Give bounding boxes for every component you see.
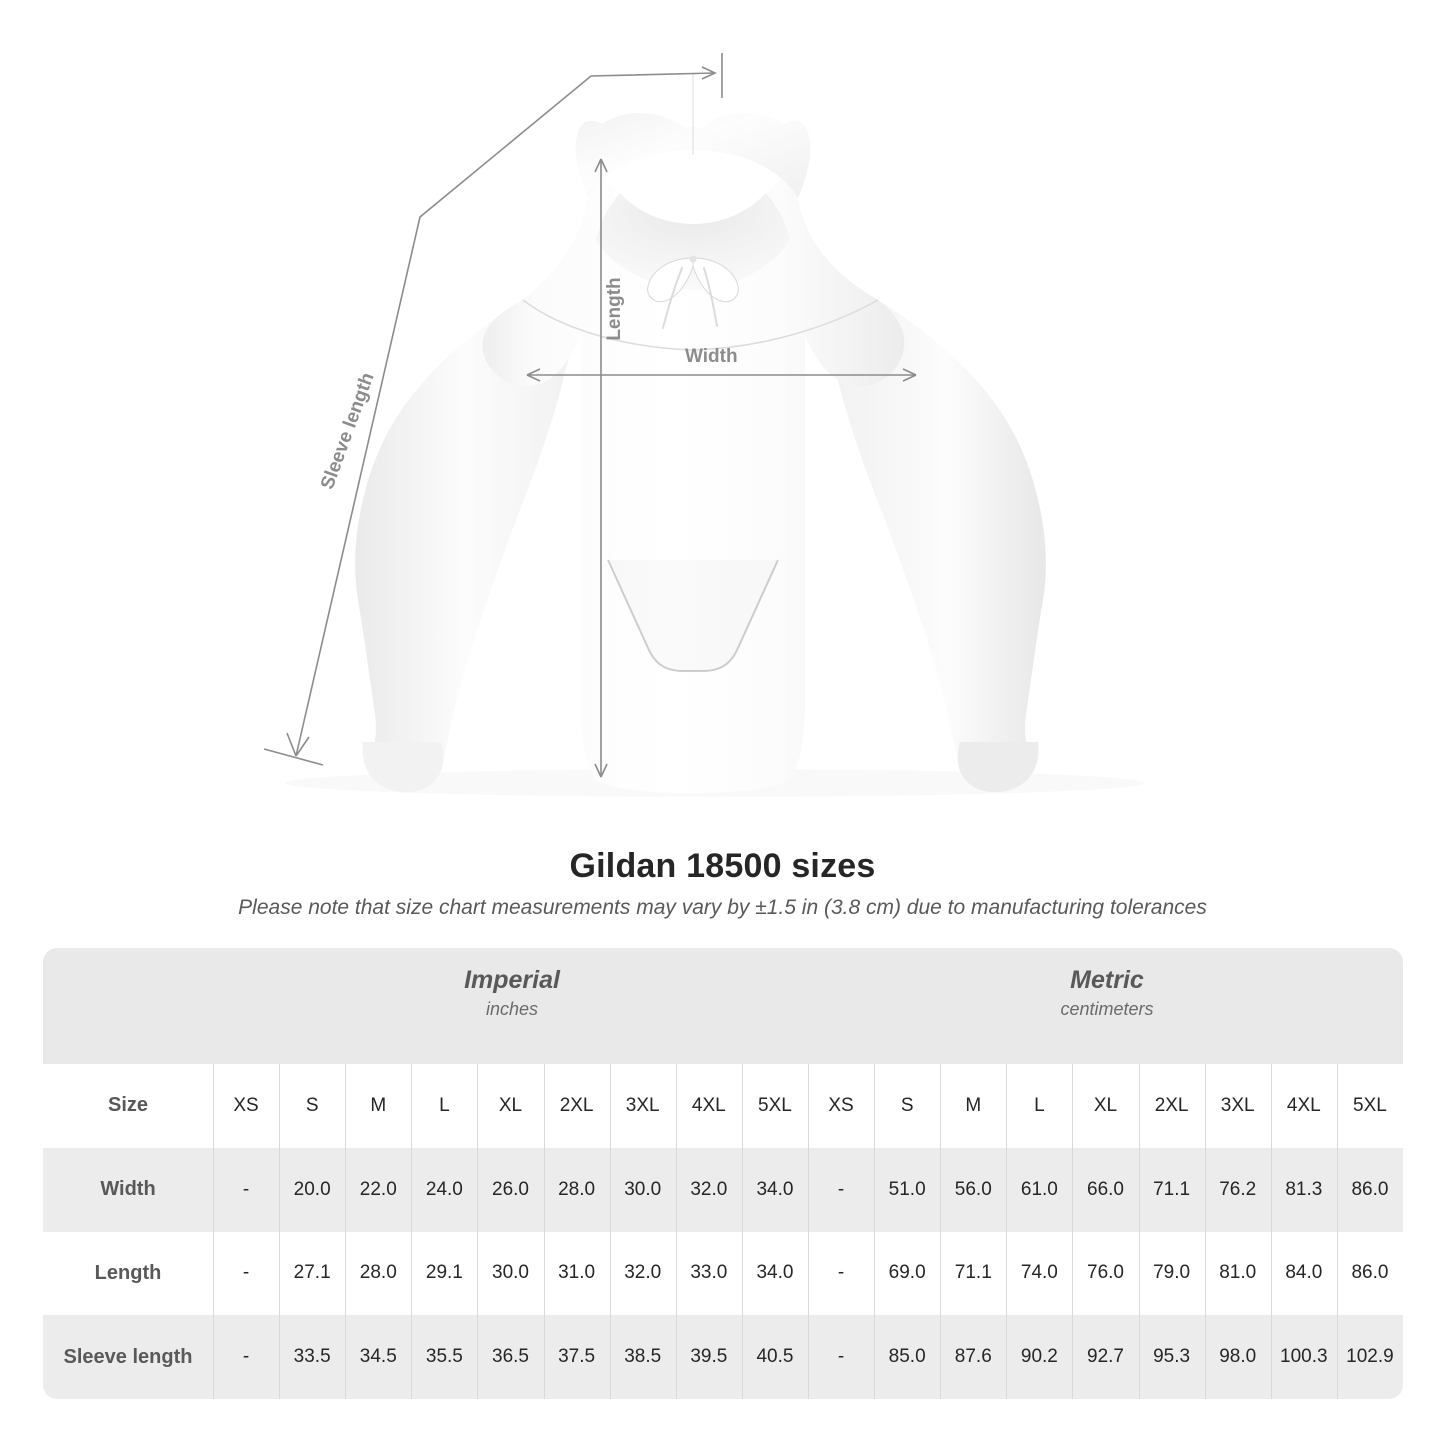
svg-text:Length: Length <box>604 277 625 340</box>
svg-text:Width: Width <box>685 346 738 367</box>
svg-text:Sleeve length: Sleeve length <box>317 370 379 492</box>
